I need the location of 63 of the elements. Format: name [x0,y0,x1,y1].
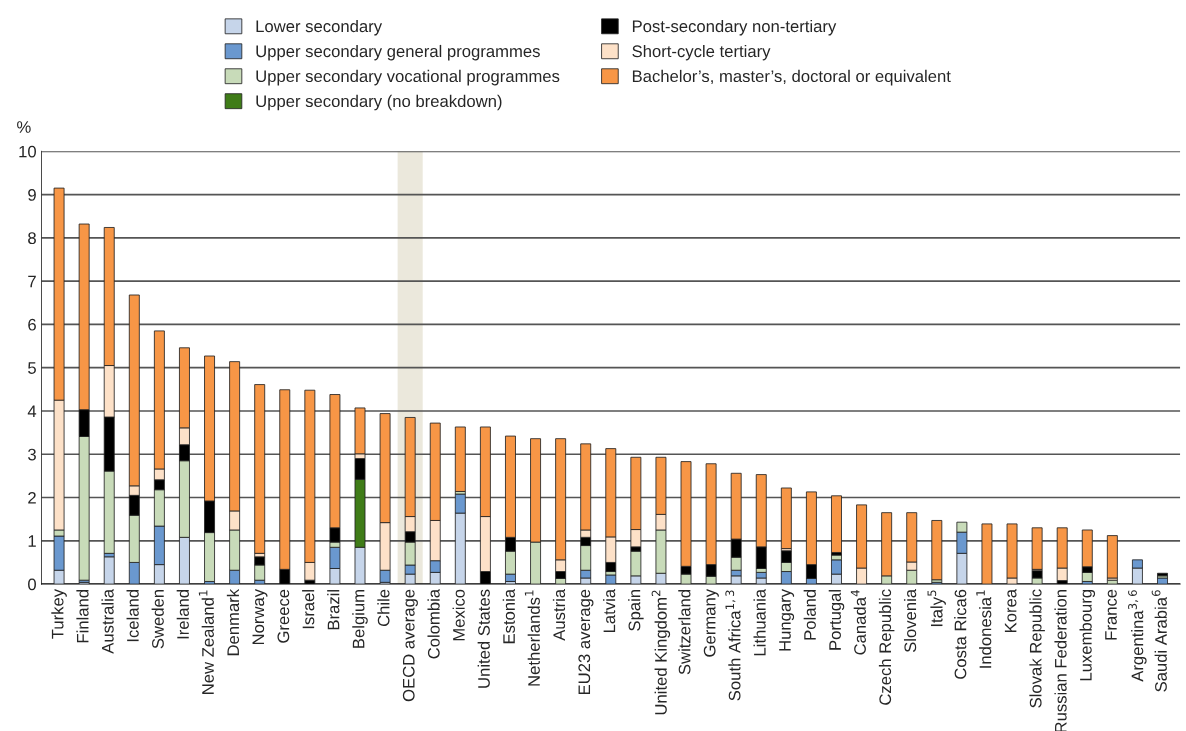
x-tick-label: Colombia [427,588,440,659]
x-tick-label: Ireland [176,590,189,639]
x-tick-label: Lithuania [753,588,766,656]
x-tick-label: Indonesia$^{1}$ [976,590,992,668]
y-axis-title: % [17,121,31,133]
legend-label: Short-cycle tertiary [632,44,771,61]
x-tick-label: United Kingdom$^{2}$ [651,590,671,715]
x-tick-label: New Zealand$^{1}$ [198,590,214,694]
x-tick-label: Australia [101,588,114,654]
x-tick-label: Slovak Republic [1029,589,1045,708]
x-tick-label: Costa Rica6 [954,589,967,679]
x-tick-label: Italy$^{5}$ [927,590,946,627]
x-tick-label: Netherlands$^{1}$ [524,590,540,686]
y-tick-label: 7 [28,275,36,288]
x-tick-label: Argentina$^{3,6}$ [1128,590,1147,682]
x-tick-label: Canada$^{4}$ [850,590,866,655]
x-tick-label: Belgium [352,590,368,648]
x-tick-label: Slovenia [903,588,917,653]
x-tick-label: United States [477,589,490,688]
legend-label: Upper secondary general programmes [256,44,540,61]
x-tick-label: Iceland [126,590,139,642]
x-tick-label: Portugal [828,590,845,650]
x-tick-label: Greece [277,589,290,643]
legend-label: Lower secondary [256,19,383,36]
x-tick-label: Spain [628,590,644,631]
y-tick-label: 8 [28,232,36,245]
legend-label: Upper secondary (no breakdown) [256,94,502,111]
x-tick-label: Poland [803,590,816,640]
x-tick-label: Brazil [327,590,340,630]
y-tick-label: 0 [28,578,36,591]
x-tick-label: Hungary [779,588,795,651]
x-tick-label: Switzerland [678,590,691,675]
legend-label: Upper secondary vocational programmes [256,69,560,86]
x-tick-label: Denmark [226,588,240,656]
x-tick-label: Finland [76,590,89,643]
x-tick-label: Saudi Arabia$^{6}$ [1151,590,1167,692]
x-tick-label: Estonia [502,588,515,644]
y-tick-label: 10 [19,145,36,158]
x-tick-label: EU23 average [578,589,594,695]
x-tick-label: Turkey [51,588,67,639]
x-tick-label: Austria [552,588,566,641]
x-tick-label: Czech Republic [878,589,895,705]
x-tick-label: Latvia [603,588,616,633]
y-tick-label: 3 [28,448,36,461]
x-tick-label: OECD average [402,589,418,702]
y-tick-label: 4 [27,405,37,418]
x-tick-label: Germany [703,588,719,657]
x-tick-label: Israel [302,590,315,629]
x-tick-label: Norway [252,588,268,645]
x-tick-label: Mexico [452,589,465,641]
y-tick-label: 9 [28,188,36,201]
x-tick-label: Sweden [151,590,164,649]
x-tick-label: South Africa$^{1,3}$ [725,590,741,701]
x-tick-label: Luxembourg [1079,590,1096,681]
legend-label: Bachelor’s, master’s, doctoral or equivalent [632,69,951,86]
y-tick-label: 5 [28,362,36,374]
legend-label: Post-secondary non-tertiary [632,19,837,36]
x-tick-label: Chile [377,589,390,627]
y-tick-label: 2 [28,491,36,504]
x-tick-label: France [1105,589,1117,640]
y-tick-label: 1 [28,535,36,547]
y-tick-label: 6 [28,318,36,331]
x-tick-label: Korea [1004,588,1017,633]
